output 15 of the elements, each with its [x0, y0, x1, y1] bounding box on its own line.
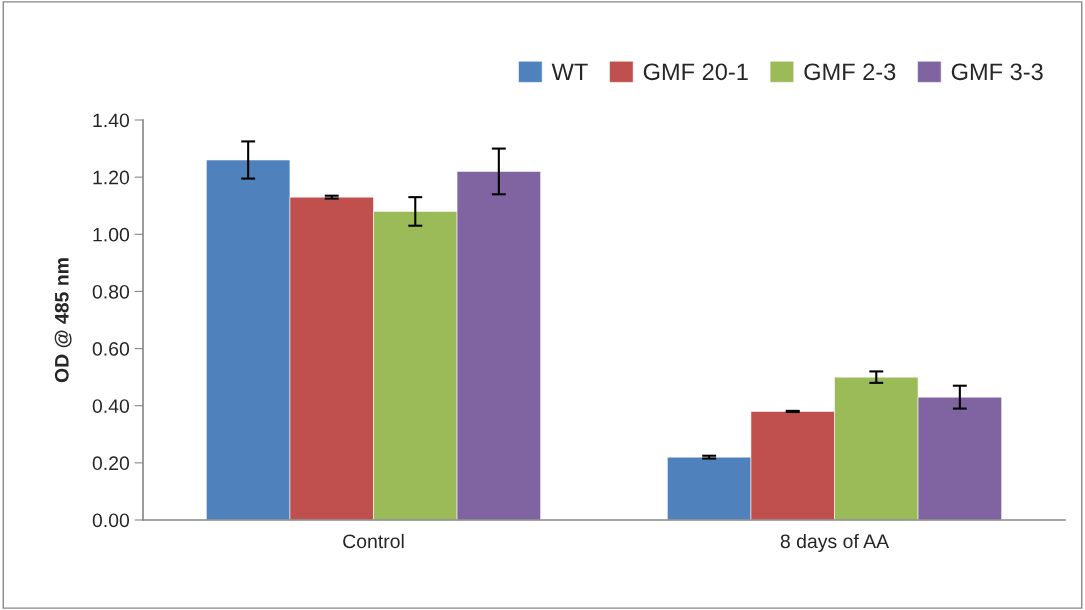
y-tick-label: 0.20: [92, 456, 130, 471]
legend-label: WT: [551, 63, 588, 80]
x-tick-label: 8 days of AA: [780, 533, 890, 553]
y-axis-title: OD @ 485 nm: [54, 258, 72, 383]
y-tick-label: 1.40: [93, 113, 130, 128]
legend-label: GMF 3-3: [951, 63, 1043, 81]
y-tick-label: 1.00: [93, 227, 130, 242]
legend-label: GMF 20-1: [643, 63, 748, 81]
y-tick-label: 1.20: [93, 170, 130, 185]
y-tick-label: 0.00: [92, 513, 130, 528]
y-tick-label: 0.60: [92, 342, 130, 356]
y-tick-label: 0.40: [92, 399, 130, 413]
y-tick-label: 0.80: [92, 284, 130, 299]
legend-label: GMF 2-3: [804, 63, 896, 81]
x-tick-label: Control: [343, 533, 404, 549]
